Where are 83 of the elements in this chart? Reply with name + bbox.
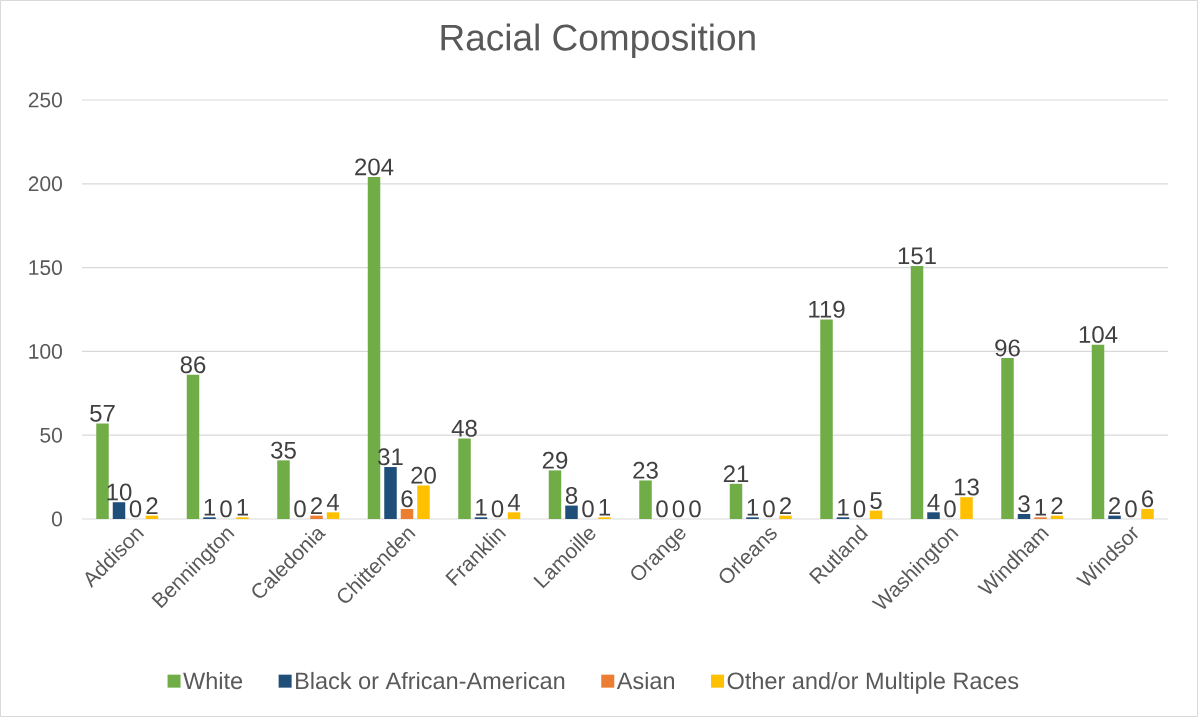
y-tick-label: 150 — [29, 260, 62, 276]
data-label: 0 — [129, 500, 142, 518]
data-label: 0 — [763, 500, 775, 518]
data-label: 29 — [542, 451, 568, 469]
bar — [548, 470, 562, 519]
legend-label: Asian — [616, 671, 675, 690]
bar — [729, 483, 743, 519]
bar — [869, 510, 883, 519]
data-label: 3 — [1018, 495, 1030, 513]
bar — [565, 505, 578, 519]
bar — [310, 515, 323, 519]
data-label: 5 — [870, 492, 882, 509]
data-label: 4 — [507, 494, 520, 511]
data-label: 0 — [656, 500, 668, 518]
data-label: 4 — [927, 494, 940, 511]
legend-label: Other and/or Multiple Races — [727, 671, 1019, 694]
data-label: 0 — [1125, 500, 1137, 518]
bar — [779, 515, 792, 519]
bar — [1108, 515, 1121, 519]
data-label: 96 — [995, 339, 1020, 357]
bar — [400, 508, 414, 519]
data-label: 2 — [146, 497, 158, 514]
data-label: 0 — [294, 500, 306, 518]
bar — [384, 467, 397, 519]
data-label: 104 — [1079, 325, 1118, 343]
data-label: 86 — [180, 356, 206, 374]
data-label: 0 — [220, 500, 232, 518]
data-label: 151 — [898, 247, 936, 265]
data-label: 0 — [853, 500, 866, 518]
data-label: 6 — [1142, 490, 1154, 508]
bar — [639, 480, 652, 519]
data-label: 13 — [954, 478, 979, 496]
bar — [112, 502, 126, 519]
data-label: 2 — [780, 497, 791, 514]
bar — [277, 460, 290, 519]
data-label: 23 — [633, 461, 658, 479]
data-label: 0 — [582, 500, 594, 518]
y-tick-label: 0 — [51, 511, 62, 527]
data-label: 1 — [599, 499, 610, 516]
data-label: 57 — [90, 405, 115, 422]
data-label: 8 — [565, 486, 578, 504]
bar — [1091, 344, 1105, 519]
bar — [910, 265, 924, 519]
bar — [326, 512, 340, 519]
bar — [458, 438, 471, 519]
bar — [507, 512, 521, 519]
bar — [927, 512, 940, 519]
data-label: 0 — [689, 500, 701, 518]
bar — [820, 319, 833, 519]
data-label: 1 — [1035, 499, 1046, 516]
bar — [96, 423, 109, 519]
data-label: 48 — [451, 419, 477, 437]
bar — [186, 374, 200, 519]
legend-label: White — [183, 671, 243, 690]
data-label: 1 — [204, 499, 215, 516]
data-label: 1 — [747, 499, 758, 516]
data-label: 21 — [723, 465, 749, 483]
y-tick-label: 200 — [28, 176, 62, 192]
bar — [1017, 513, 1031, 519]
data-label: 2 — [1109, 497, 1120, 514]
data-label: 0 — [491, 500, 504, 518]
data-label: 20 — [411, 466, 436, 484]
data-label: 2 — [1051, 497, 1063, 514]
bar — [1001, 358, 1014, 519]
chart-title: Racial Composition — [441, 23, 755, 59]
y-tick-label: 50 — [40, 427, 62, 443]
data-label: 119 — [809, 300, 845, 318]
bar — [417, 485, 430, 519]
data-label: 2 — [311, 497, 322, 514]
data-label: 0 — [944, 500, 956, 518]
data-label: 1 — [237, 499, 248, 516]
data-label: 1 — [476, 499, 487, 516]
data-label: 4 — [326, 494, 339, 511]
y-tick-label: 100 — [29, 343, 62, 359]
data-label: 0 — [672, 500, 685, 518]
y-tick-label: 250 — [28, 92, 62, 108]
data-label: 204 — [355, 158, 394, 176]
data-label: 35 — [271, 441, 296, 459]
legend-label: Black or African-American — [296, 671, 565, 690]
data-label: 1 — [838, 499, 849, 516]
bar — [960, 497, 973, 519]
bar — [1141, 508, 1154, 519]
data-label: 6 — [401, 490, 413, 508]
